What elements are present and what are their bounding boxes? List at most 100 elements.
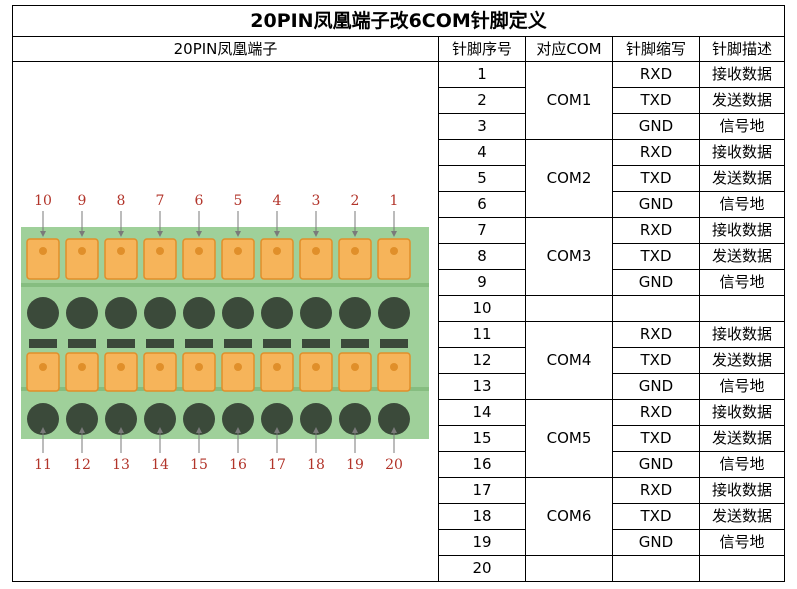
com-port-cell: COM6	[525, 477, 613, 556]
release-slot	[146, 338, 174, 348]
pin-abbr-cell: RXD	[612, 217, 700, 244]
pin-number-cell: 16	[438, 451, 526, 478]
wire-hole	[66, 402, 98, 435]
wire-hole	[378, 402, 410, 435]
leader-arrow	[313, 426, 319, 433]
leader-arrow	[79, 230, 85, 237]
spring-lever	[65, 237, 99, 280]
com-port-cell: COM2	[525, 139, 613, 218]
spring-lever	[26, 351, 60, 392]
pin-desc-cell	[698, 555, 786, 582]
lever-slot	[78, 246, 86, 255]
header-row: 20PIN凤凰端子 针脚序号 对应COM 针脚缩写 针脚描述	[12, 36, 786, 62]
pin-desc-cell: 发送数据	[698, 87, 786, 114]
pin-number-cell: 15	[438, 425, 526, 452]
spring-lever	[377, 237, 411, 280]
spring-lever	[260, 351, 294, 392]
wire-hole	[300, 402, 332, 435]
pin-label-top: 3	[312, 193, 321, 209]
header-pin-number: 针脚序号	[438, 36, 526, 62]
release-slot	[302, 338, 330, 348]
leader-arrow	[79, 426, 85, 433]
leader-arrow	[352, 426, 358, 433]
lever-slot	[312, 362, 320, 371]
pin-abbr-cell: TXD	[612, 425, 700, 452]
release-slot	[224, 338, 252, 348]
pin-number-cell: 17	[438, 477, 526, 504]
table-row: 18 TXD 发送数据	[13, 503, 786, 530]
pin-label-bottom: 16	[229, 457, 247, 473]
pin-abbr-cell: GND	[612, 373, 700, 400]
pin-label-top: 7	[156, 193, 165, 209]
pin-desc-cell: 信号地	[698, 269, 786, 296]
pin-number-cell: 11	[438, 321, 526, 348]
pin-desc-cell: 信号地	[698, 191, 786, 218]
spring-lever	[26, 237, 60, 280]
table-row: 5 TXD 发送数据	[13, 165, 786, 192]
pin-label-top: 1	[390, 193, 399, 209]
pin-label-bottom: 13	[112, 457, 130, 473]
table-row: 3 GND 信号地	[13, 113, 786, 140]
pin-number-cell: 4	[438, 139, 526, 166]
table-row: 7 COM3 RXD 接收数据	[13, 217, 786, 296]
lever-slot	[234, 246, 242, 255]
pin-number-cell: 6	[438, 191, 526, 218]
wire-hole	[300, 296, 332, 329]
pin-abbr-cell: RXD	[612, 399, 700, 426]
pin-desc-cell: 信号地	[698, 113, 786, 140]
pin-desc-cell: 信号地	[698, 373, 786, 400]
pin-desc-cell: 接收数据	[698, 477, 786, 504]
pin-desc-cell: 接收数据	[698, 139, 786, 166]
pin-label-bottom: 17	[268, 457, 286, 473]
pin-desc-cell: 接收数据	[698, 321, 786, 348]
lever-slot	[390, 246, 398, 255]
lever-slot	[273, 246, 281, 255]
leader-arrow	[352, 230, 358, 237]
wire-hole	[105, 296, 137, 329]
terminal-block-illustration: 10 11 9 12 8 13 7 14 6 15 5 16 4 17 3 18 2 19 1 20	[21, 193, 429, 473]
lever-slot	[156, 246, 164, 255]
pin-number-cell: 1	[438, 61, 526, 88]
wire-hole	[27, 296, 59, 329]
release-slot	[263, 338, 291, 348]
pin-label-top: 4	[273, 193, 282, 209]
pin-abbr-cell: GND	[612, 191, 700, 218]
pin-desc-cell: 发送数据	[698, 165, 786, 192]
com-port-cell: COM5	[525, 399, 613, 478]
pin-number-cell: 9	[438, 269, 526, 296]
table-row: 9 GND 信号地	[13, 269, 786, 296]
release-slot	[341, 338, 369, 348]
table-row: 16 GND 信号地	[13, 451, 786, 478]
pin-label-bottom: 20	[385, 457, 403, 473]
table-row: 19 GND 信号地	[13, 529, 786, 556]
table-row: 12 TXD 发送数据	[13, 347, 786, 374]
pin-label-bottom: 14	[151, 457, 169, 473]
header-pin-abbr: 针脚缩写	[612, 36, 700, 62]
lever-slot	[39, 246, 47, 255]
table-title: 20PIN凤凰端子改6COM针脚定义	[11, 5, 786, 37]
leader-arrow	[196, 426, 202, 433]
header-pin-desc: 针脚描述	[698, 36, 786, 62]
com-port-cell: COM1	[525, 61, 613, 140]
pin-abbr-cell: RXD	[612, 139, 700, 166]
com-port-cell	[525, 295, 613, 322]
pin-number-cell: 7	[438, 217, 526, 244]
table-row: 10 11 9 12 8 13 7 14 6 15 5 16 4 17 3 18 2 19 1 20 1 COM1 RXD 接…	[12, 61, 786, 582]
pin-number-cell: 13	[438, 373, 526, 400]
terminal-diagram-cell: 10 11 9 12 8 13 7 14 6 15 5 16 4 17 3 18 2 19 1 20	[12, 61, 439, 582]
leader-arrow	[235, 426, 241, 433]
lever-slot	[390, 362, 398, 371]
wire-hole	[183, 296, 215, 329]
pin-abbr-cell: TXD	[612, 243, 700, 270]
lever-slot	[156, 362, 164, 371]
spring-lever	[338, 237, 372, 280]
lever-slot	[195, 362, 203, 371]
wire-hole	[66, 296, 98, 329]
pin-label-bottom: 19	[346, 457, 364, 473]
pin-label-bottom: 15	[190, 457, 208, 473]
spring-lever	[104, 237, 138, 280]
pin-abbr-cell: GND	[612, 269, 700, 296]
leader-arrow	[391, 426, 397, 433]
pin-number-cell: 18	[438, 503, 526, 530]
leader-arrow	[391, 230, 397, 237]
